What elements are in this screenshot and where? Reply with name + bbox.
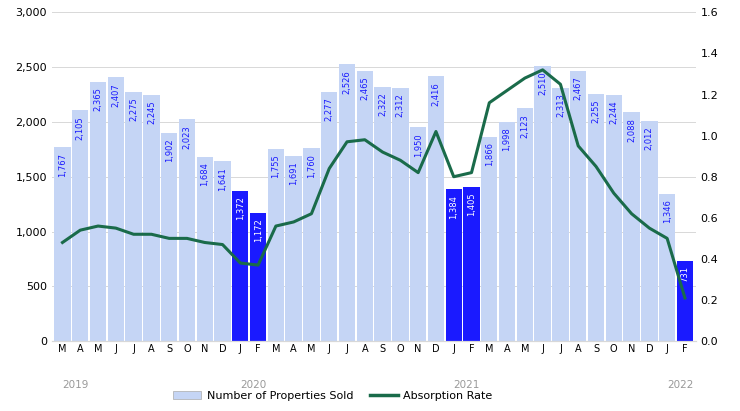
Text: 1,767: 1,767 bbox=[58, 153, 67, 177]
Bar bbox=[144, 95, 160, 341]
Text: 2,277: 2,277 bbox=[325, 97, 334, 121]
Text: 1,172: 1,172 bbox=[254, 218, 263, 242]
Bar bbox=[357, 71, 373, 341]
Text: 731: 731 bbox=[680, 266, 690, 282]
Bar bbox=[677, 261, 693, 341]
Bar bbox=[374, 87, 391, 341]
Text: 2,416: 2,416 bbox=[431, 82, 440, 106]
Text: 2,526: 2,526 bbox=[343, 70, 352, 94]
Bar bbox=[286, 156, 302, 341]
Text: 2,123: 2,123 bbox=[520, 114, 529, 138]
Text: 1,684: 1,684 bbox=[201, 162, 209, 186]
Bar bbox=[552, 88, 568, 341]
Text: 1,950: 1,950 bbox=[414, 133, 423, 157]
Text: 1,346: 1,346 bbox=[662, 199, 672, 223]
Bar bbox=[463, 187, 480, 341]
Text: 2022: 2022 bbox=[667, 380, 693, 390]
Text: 2,275: 2,275 bbox=[129, 97, 138, 121]
Bar bbox=[250, 212, 266, 341]
Text: 1,998: 1,998 bbox=[502, 128, 511, 151]
Bar bbox=[445, 189, 462, 341]
Bar bbox=[623, 112, 640, 341]
Text: 2,255: 2,255 bbox=[591, 99, 600, 123]
Bar bbox=[161, 133, 178, 341]
Bar bbox=[197, 157, 213, 341]
Bar bbox=[303, 148, 320, 341]
Bar bbox=[72, 111, 89, 341]
Text: 2,244: 2,244 bbox=[609, 101, 619, 124]
Bar bbox=[232, 191, 249, 341]
Bar bbox=[410, 127, 426, 341]
Text: 2,105: 2,105 bbox=[75, 116, 85, 139]
Bar bbox=[534, 66, 551, 341]
Text: 2,465: 2,465 bbox=[360, 76, 369, 100]
Bar bbox=[107, 77, 124, 341]
Text: 2019: 2019 bbox=[62, 380, 89, 390]
Bar bbox=[588, 94, 604, 341]
Bar bbox=[179, 120, 195, 341]
Text: 2,467: 2,467 bbox=[574, 76, 582, 100]
Text: 2,407: 2,407 bbox=[111, 83, 121, 106]
Text: 2,313: 2,313 bbox=[556, 93, 565, 117]
Bar bbox=[517, 109, 533, 341]
Text: 2,312: 2,312 bbox=[396, 93, 405, 117]
Text: 2,245: 2,245 bbox=[147, 101, 156, 124]
Text: 1,372: 1,372 bbox=[236, 196, 245, 220]
Bar bbox=[392, 88, 408, 341]
Text: 2021: 2021 bbox=[454, 380, 480, 390]
Text: 1,755: 1,755 bbox=[272, 154, 280, 178]
Bar bbox=[570, 71, 586, 341]
Text: 1,760: 1,760 bbox=[307, 154, 316, 178]
Text: 2,365: 2,365 bbox=[93, 88, 103, 111]
Text: 2,088: 2,088 bbox=[627, 118, 636, 142]
Bar bbox=[339, 64, 355, 341]
Text: 1,866: 1,866 bbox=[485, 142, 494, 166]
Bar bbox=[428, 76, 444, 341]
Text: 2,023: 2,023 bbox=[183, 125, 192, 149]
Text: 1,691: 1,691 bbox=[289, 161, 298, 185]
Legend: Number of Properties Sold, Absorption Rate: Number of Properties Sold, Absorption Ra… bbox=[169, 386, 497, 405]
Bar bbox=[90, 82, 107, 341]
Text: 2,012: 2,012 bbox=[645, 126, 654, 150]
Bar bbox=[605, 95, 622, 341]
Text: 2020: 2020 bbox=[240, 380, 266, 390]
Bar bbox=[321, 92, 337, 341]
Bar bbox=[54, 148, 70, 341]
Text: 2,322: 2,322 bbox=[378, 92, 387, 116]
Text: 1,384: 1,384 bbox=[449, 195, 458, 219]
Bar bbox=[268, 149, 284, 341]
Bar bbox=[641, 120, 658, 341]
Bar bbox=[125, 92, 142, 341]
Text: 1,405: 1,405 bbox=[467, 193, 476, 216]
Bar bbox=[481, 136, 497, 341]
Bar bbox=[499, 122, 515, 341]
Text: 2,510: 2,510 bbox=[538, 72, 547, 95]
Bar bbox=[215, 161, 231, 341]
Bar bbox=[659, 194, 676, 341]
Text: 1,902: 1,902 bbox=[165, 138, 174, 162]
Text: 1,641: 1,641 bbox=[218, 167, 227, 191]
